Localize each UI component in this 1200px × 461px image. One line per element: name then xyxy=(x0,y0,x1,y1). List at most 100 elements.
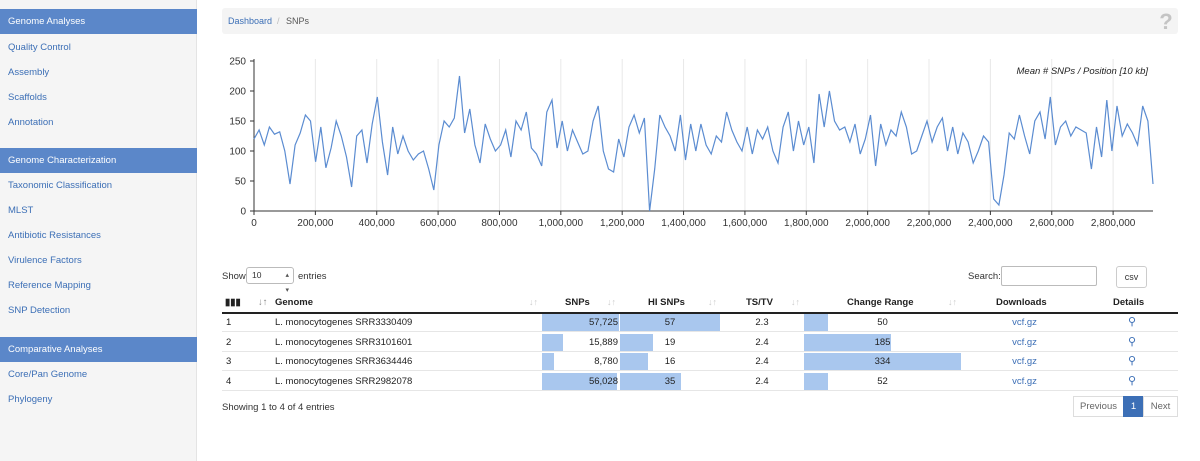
question-mark-icon[interactable]: ? xyxy=(1159,9,1173,34)
sort-snps-icon[interactable]: ↓↑ xyxy=(607,297,616,307)
sidebar-item-assembly[interactable]: Assembly xyxy=(8,67,50,78)
sidebar-item-taxonomic-classification[interactable]: Taxonomic Classification xyxy=(8,180,113,191)
change-range-bar xyxy=(804,334,891,351)
hi-snps-value: 16 xyxy=(664,356,676,367)
x-tick-label: 800,000 xyxy=(481,218,518,229)
download-vcf-link[interactable]: vcf.gz xyxy=(1012,317,1037,328)
column-header-tstv[interactable]: TS/TV xyxy=(746,297,773,308)
snps-value: 57,725 xyxy=(588,317,618,328)
csv-export-button[interactable]: csv xyxy=(1116,266,1147,288)
change-range-value: 334 xyxy=(874,356,891,367)
chart-grid xyxy=(253,59,1114,211)
magnifier-icon[interactable]: ⚲ xyxy=(1128,316,1137,328)
genome-name: L. monocytogenes SRR2982078 xyxy=(275,376,413,387)
search-label: Search: xyxy=(968,271,1001,282)
snps-value: 8,780 xyxy=(594,356,618,367)
change-range-bar xyxy=(804,373,828,390)
sidebar-item-quality-control[interactable]: Quality Control xyxy=(8,42,71,53)
magnifier-icon[interactable]: ⚲ xyxy=(1128,375,1137,387)
download-vcf-link[interactable]: vcf.gz xyxy=(1012,356,1037,367)
sidebar-header-comparative-analyses[interactable]: Comparative Analyses xyxy=(0,337,197,362)
page-length-select[interactable]: 10 ▴ ▾ xyxy=(246,267,294,294)
x-tick-label: 2,400,000 xyxy=(968,218,1013,229)
sidebar-item-core-pan-genome[interactable]: Core/Pan Genome xyxy=(8,369,88,380)
snps-value: 15,889 xyxy=(588,337,618,348)
column-header-genome[interactable]: Genome xyxy=(275,297,314,308)
page-length-value: 10 xyxy=(252,270,262,280)
pagination-page-1[interactable]: 1 xyxy=(1123,396,1144,417)
select-arrows-icon: ▴ ▾ xyxy=(285,272,289,294)
snps-value: 56,028 xyxy=(588,376,618,387)
sort-change-range-icon[interactable]: ↓↑ xyxy=(948,297,957,307)
column-header-snps[interactable]: SNPs xyxy=(565,297,590,308)
snps-bar xyxy=(542,353,554,370)
x-tick-label: 600,000 xyxy=(420,218,457,229)
row-index: 1 xyxy=(226,317,232,328)
pagination-previous[interactable]: Previous xyxy=(1073,396,1124,417)
table-row: 3 L. monocytogenes SRR3634446 8,780 16 2.4 33… xyxy=(222,352,1178,371)
sort-index-icon[interactable]: ↓↑ xyxy=(258,297,268,308)
x-tick-label: 2,600,000 xyxy=(1029,218,1074,229)
genome-name: L. monocytogenes SRR3330409 xyxy=(275,317,413,328)
hi-snps-value: 57 xyxy=(664,317,676,328)
x-axis: 0 200,000 400,000 600,000 800,000 1,000,000 1,… xyxy=(251,211,1136,229)
breadcrumb-separator: / xyxy=(277,16,280,26)
column-chooser-icon[interactable]: ▮▮▮ xyxy=(225,297,241,308)
magnifier-icon[interactable]: ⚲ xyxy=(1128,355,1137,367)
tstv-value: 2.4 xyxy=(755,376,769,387)
snps-bar xyxy=(542,314,619,331)
sidebar-item-mlst[interactable]: MLST xyxy=(8,205,34,216)
column-header-change-range[interactable]: Change Range xyxy=(847,297,914,308)
sidebar-header-genome-characterization[interactable]: Genome Characterization xyxy=(0,148,197,173)
hi-snps-bar xyxy=(620,373,681,390)
y-tick-label: 200 xyxy=(229,87,246,98)
sidebar-item-annotation[interactable]: Annotation xyxy=(8,117,54,128)
row-index: 3 xyxy=(226,356,232,367)
genome-name: L. monocytogenes SRR3634446 xyxy=(275,356,413,367)
sidebar-header-genome-analyses[interactable]: Genome Analyses xyxy=(0,9,197,34)
hi-snps-value: 19 xyxy=(664,337,676,348)
column-header-downloads: Downloads xyxy=(996,297,1047,308)
snps-bar xyxy=(542,373,617,390)
x-tick-label: 400,000 xyxy=(359,218,396,229)
header-divider xyxy=(222,312,1178,314)
sidebar-item-scaffolds[interactable]: Scaffolds xyxy=(8,92,47,103)
breadcrumb-dashboard-link[interactable]: Dashboard xyxy=(228,16,273,26)
download-vcf-link[interactable]: vcf.gz xyxy=(1012,376,1037,387)
table-info: Showing 1 to 4 of 4 entries xyxy=(222,402,335,413)
change-range-value: 185 xyxy=(874,337,891,348)
y-tick-label: 50 xyxy=(235,177,247,188)
x-tick-label: 1,200,000 xyxy=(600,218,645,229)
genome-name: L. monocytogenes SRR3101601 xyxy=(275,337,413,348)
y-axis: 0 50 100 150 200 250 xyxy=(229,57,254,218)
sidebar-item-virulence-factors[interactable]: Virulence Factors xyxy=(8,255,82,266)
change-range-value: 50 xyxy=(877,317,888,328)
series-line xyxy=(253,75,1154,212)
hi-snps-bar xyxy=(620,353,648,370)
sidebar-item-antibiotic-resistances[interactable]: Antibiotic Resistances xyxy=(8,230,101,241)
sidebar-item-snp-detection[interactable]: SNP Detection xyxy=(8,305,71,316)
tstv-value: 2.4 xyxy=(755,337,769,348)
sidebar-item-reference-mapping[interactable]: Reference Mapping xyxy=(8,280,91,291)
snps-bar xyxy=(542,334,563,351)
entries-label: entries xyxy=(298,271,327,282)
tstv-value: 2.3 xyxy=(755,317,769,328)
search-input[interactable] xyxy=(1001,266,1097,286)
show-label: Show xyxy=(222,271,246,282)
x-tick-label: 1,000,000 xyxy=(539,218,584,229)
change-range-value: 52 xyxy=(877,376,888,387)
change-range-bar xyxy=(804,314,828,331)
pagination-next[interactable]: Next xyxy=(1143,396,1178,417)
sidebar-item-phylogeny[interactable]: Phylogeny xyxy=(8,394,53,405)
sort-hi-snps-icon[interactable]: ↓↑ xyxy=(708,297,717,307)
x-tick-label: 2,200,000 xyxy=(907,218,952,229)
sort-tstv-icon[interactable]: ↓↑ xyxy=(791,297,800,307)
magnifier-icon[interactable]: ⚲ xyxy=(1128,336,1137,348)
column-header-hi-snps[interactable]: HI SNPs xyxy=(648,297,685,308)
breadcrumb: Dashboard / SNPs xyxy=(222,8,1178,34)
sort-genome-icon[interactable]: ↓↑ xyxy=(529,297,538,307)
x-tick-label: 1,400,000 xyxy=(661,218,706,229)
download-vcf-link[interactable]: vcf.gz xyxy=(1012,337,1037,348)
hi-snps-value: 35 xyxy=(664,376,676,387)
